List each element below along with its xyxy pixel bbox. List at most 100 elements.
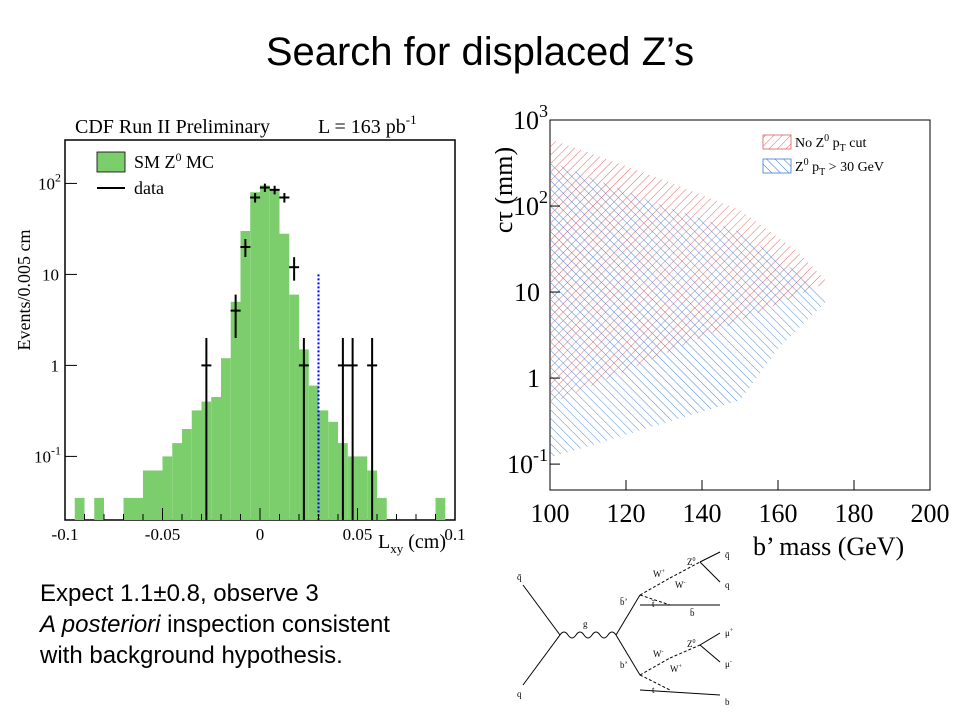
ctau-x-tick-label: 100: [531, 499, 570, 528]
ctau-y-tick-label: 10-1: [507, 445, 548, 479]
fd-mu-minus: [699, 644, 721, 663]
fd-q-in: [522, 634, 561, 686]
ctau-legend: No Z0 pT cut Z0 pT > 30 GeV: [762, 133, 884, 178]
fd-label-wplus-top: W+: [653, 569, 666, 579]
ctau-x-tick-label: 200: [911, 499, 950, 528]
mc-bin: [260, 185, 270, 521]
mc-bin: [123, 497, 143, 520]
mc-bin: [182, 429, 192, 520]
lxy-histogram: -0.1 -0.05 0 0.05 0.1 10-1 1 10 102 CDF Run II P…: [14, 112, 466, 556]
mc-bin: [211, 396, 221, 520]
hist-x-tick-label: 0.1: [444, 525, 465, 544]
fd-label-wplus-bot: W+: [670, 664, 683, 674]
hist-y-tick-label: 1: [51, 356, 60, 375]
fd-bprime: [615, 634, 641, 676]
mc-bin: [221, 358, 231, 520]
legend-data-label: data: [134, 178, 164, 198]
mc-bin: [269, 189, 280, 521]
fd-label-mu-minus: μ-: [725, 659, 732, 669]
fd-label-bbar-out: b̄: [690, 608, 695, 618]
mc-bin: [435, 497, 446, 520]
fd-label-bprime: b’: [620, 660, 628, 670]
ctau-y-tick-label: 1: [527, 364, 540, 393]
mc-bin: [377, 497, 387, 520]
slide-caption: Expect 1.1±0.8, observe 3 A posteriori i…: [40, 578, 390, 671]
caption-line-1: Expect 1.1±0.8, observe 3: [40, 580, 319, 607]
fd-label-t-bot: t: [652, 685, 655, 695]
ctau-y-tick-label: 102: [513, 187, 548, 221]
hist-y-tick-label: 10-1: [34, 443, 61, 466]
caption-line-2-rest: inspection consistent: [160, 611, 390, 638]
mc-bin: [318, 410, 329, 520]
slide-title: Search for displaced Z’s: [265, 30, 695, 74]
legend-nocut-label: No Z0 pT cut: [795, 133, 866, 154]
ctau-x-tick-label: 160: [759, 499, 798, 528]
legend-ptcut-label: Z0 pT > 30 GeV: [795, 157, 884, 178]
fd-label-q-out: q: [725, 580, 730, 590]
hist-header-left: CDF Run II Preliminary: [75, 116, 270, 138]
hist-y-tick-label: 10: [42, 265, 59, 284]
fd-qbar-in: [522, 584, 561, 636]
ctau-xlabel: b’ mass (GeV): [753, 532, 904, 561]
ctau-x-tick-label: 140: [683, 499, 722, 528]
mc-bin: [230, 301, 241, 520]
fd-label-qbar-out: q̄: [725, 550, 730, 560]
fd-label-wminus-top: W-: [675, 580, 686, 590]
fd-z0-top: [669, 561, 701, 579]
mc-bin: [279, 233, 290, 521]
ctau-y-tick-label: 103: [513, 101, 548, 135]
hist-x-tick-label: -0.1: [52, 525, 79, 544]
caption-line-2: A posteriori inspection consistent: [40, 609, 390, 640]
legend-ptcut-swatch: [762, 158, 792, 174]
hist-x-tick-label: 0.05: [343, 525, 373, 544]
hist-y-tick-label: 102: [38, 170, 61, 193]
feynman-diagram: q̄ q g b̄’ b’ W+ Z0 W- t̄ b̄ q̄ q W- Z0 …: [517, 550, 734, 707]
fd-label-wminus-bot: W-: [653, 649, 664, 659]
mc-bin: [162, 456, 173, 520]
fd-label-q-in: q: [517, 689, 522, 699]
mc-bin: [308, 385, 319, 520]
fd-label-bprime-bar: b̄’: [620, 597, 628, 607]
mc-bin: [74, 497, 85, 520]
ctau-ylabel: cτ (mm): [495, 147, 518, 233]
mc-bin: [240, 230, 251, 520]
fd-tbar: [639, 594, 671, 606]
fd-wplus-top: [639, 577, 671, 596]
fd-label-tbar: t̄: [651, 599, 655, 609]
caption-line-3: with background hypothesis.: [40, 642, 343, 669]
mc-bin: [172, 443, 182, 520]
fd-z0-bot: [669, 644, 701, 659]
fd-qbar-out: [699, 551, 721, 563]
ctau-y-tick-label: 10: [514, 278, 540, 307]
legend-mc-label: SM Z0 MC: [134, 150, 214, 172]
fd-label-gluon: g: [583, 619, 588, 629]
fd-label-qbar-in: q̄: [517, 572, 522, 582]
hist-x-tick-label: -0.05: [145, 525, 180, 544]
fd-mu-plus: [699, 632, 721, 646]
hist-legend: SM Z0 MC data: [96, 150, 214, 198]
fd-gluon: [559, 631, 617, 639]
mc-bin: [328, 421, 338, 520]
legend-mc-swatch: [96, 151, 126, 173]
fd-wminus-bot: [639, 657, 671, 676]
caption-italic: A posteriori: [40, 611, 161, 638]
hist-header-right: L = 163 pb-1: [318, 112, 417, 138]
fd-t-bot: [639, 674, 671, 691]
mc-bin: [191, 410, 202, 520]
fd-bprime-bar: [615, 594, 641, 636]
fd-label-z0-bot: Z0: [687, 639, 696, 649]
pt-cut-region: [550, 161, 828, 458]
fd-label-z0-top: Z0: [687, 557, 696, 567]
mc-bin: [357, 456, 368, 520]
fd-label-mu-plus: μ+: [725, 628, 734, 638]
hist-ylabel: Events/0.005 cm: [14, 230, 34, 351]
mc-bin: [143, 470, 163, 520]
hist-x-tick-label: 0: [256, 525, 265, 544]
mc-bin: [250, 192, 260, 520]
ctau-x-tick-label: 120: [607, 499, 646, 528]
fd-label-b-out: b: [725, 697, 730, 707]
fd-b-out: [639, 689, 721, 696]
mc-bin: [94, 497, 104, 520]
hist-xlabel: Lxy (cm): [378, 531, 446, 556]
